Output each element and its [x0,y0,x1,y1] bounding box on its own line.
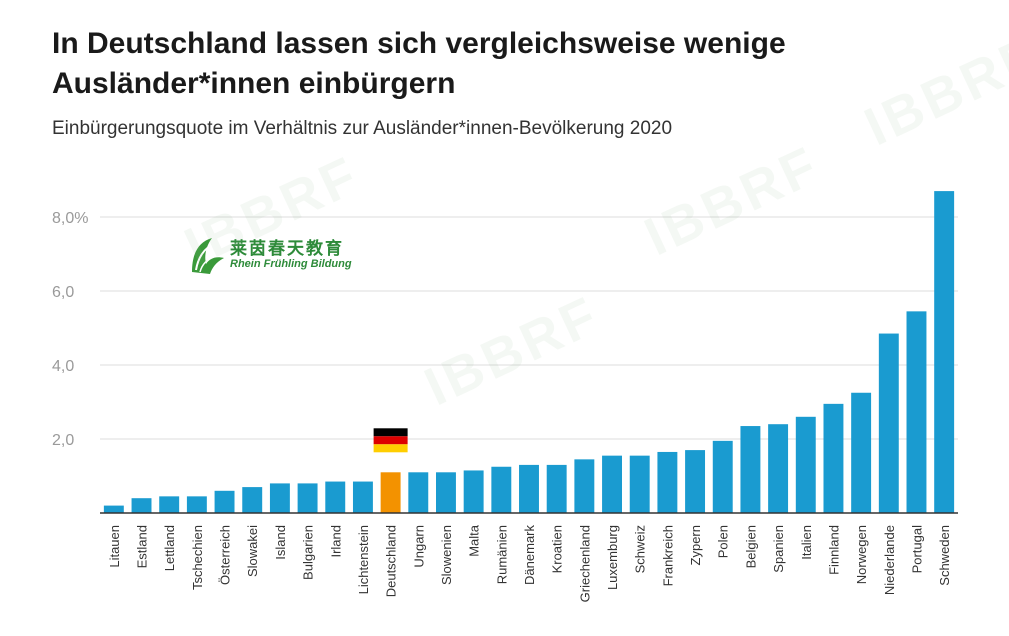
x-tick-label: Griechenland [577,525,592,602]
bar-frankreich [657,451,678,513]
x-tick-label: Lichtenstein [356,525,371,594]
x-tick-label: Litauen [107,525,122,568]
x-tick-label: Irland [328,525,343,558]
y-tick-label: 8,0% [52,210,88,227]
bar-rumänien [491,466,512,513]
german-flag-icon [373,428,408,453]
leaf-logo-icon [192,238,224,274]
bar-kroatien [546,464,567,513]
chart-title: In Deutschland lassen sich vergleichswei… [52,27,786,100]
x-tick-label: Dänemark [522,525,537,585]
bar-estland [131,498,152,513]
x-tick-label: Schweiz [633,525,648,573]
chart-subtitle: Einbürgerungsquote im Verhältnis zur Aus… [52,118,673,139]
bar-schweiz [629,455,650,513]
bar-bulgarien [297,483,318,513]
brand-logo: 莱茵春天教育 Rhein Frühling Bildung [186,234,386,278]
bar-spanien [768,424,789,513]
bar-niederlande [878,333,899,513]
bar-schweden [934,191,955,513]
logo-latin-text: Rhein Frühling Bildung [230,258,352,270]
bar-island [269,483,290,513]
x-tick-label: Kroatien [550,525,565,573]
x-tick-label: Slowenien [439,525,454,585]
x-tick-label: Lettland [162,525,177,571]
bar-malta [463,470,484,513]
bar-dänemark [519,464,539,513]
bar-lichtenstein [352,481,373,513]
bar-luxemburg [602,455,622,513]
bar-griechenland [574,459,595,513]
bar-zypern [685,450,706,513]
y-tick-label: 6,0 [52,284,74,301]
y-tick-label: 4,0 [52,358,74,375]
x-tick-label: Schweden [937,525,952,586]
bar-slowenien [436,472,456,513]
bar-belgien [740,426,761,513]
bar-österreich [214,490,235,513]
x-tick-label: Tschechien [190,525,205,590]
x-tick-label: Estland [135,525,150,568]
bar-tschechien [186,496,207,513]
x-tick-label: Italien [799,525,814,560]
logo-chinese-text: 莱茵春天教育 [230,239,344,259]
x-tick-label: Finnland [826,525,841,575]
bar-litauen [103,505,124,513]
bar-finnland [823,403,844,513]
x-tick-label: Belgien [743,525,758,568]
bar-ungarn [408,472,429,513]
x-tick-label: Niederlande [882,525,897,595]
x-tick-label: Zypern [688,525,703,565]
bar-deutschland [380,472,401,513]
x-tick-label: Slowakei [245,525,260,577]
x-tick-label: Bulgarien [301,525,316,580]
x-tick-label: Ungarn [411,525,426,568]
x-tick-label: Polen [716,525,731,558]
bar-portugal [906,311,927,513]
x-tick-label: Spanien [771,525,786,573]
y-tick-label: 2,0 [52,432,74,449]
bar-italien [795,416,816,513]
bar-norwegen [851,392,872,513]
x-tick-label: Deutschland [384,525,399,597]
x-tick-label: Norwegen [854,525,869,584]
bar-polen [712,440,733,513]
bar-lettland [159,496,180,513]
x-tick-label: Island [273,525,288,560]
x-tick-label: Malta [467,524,482,557]
x-tick-label: Frankreich [660,525,675,586]
x-tick-label: Luxemburg [605,525,620,590]
x-tick-label: Portugal [909,525,924,574]
bar-irland [325,481,346,513]
x-tick-label: Österreich [218,525,233,585]
bar-slowakei [242,487,263,513]
x-tick-label: Rumänien [494,525,509,584]
